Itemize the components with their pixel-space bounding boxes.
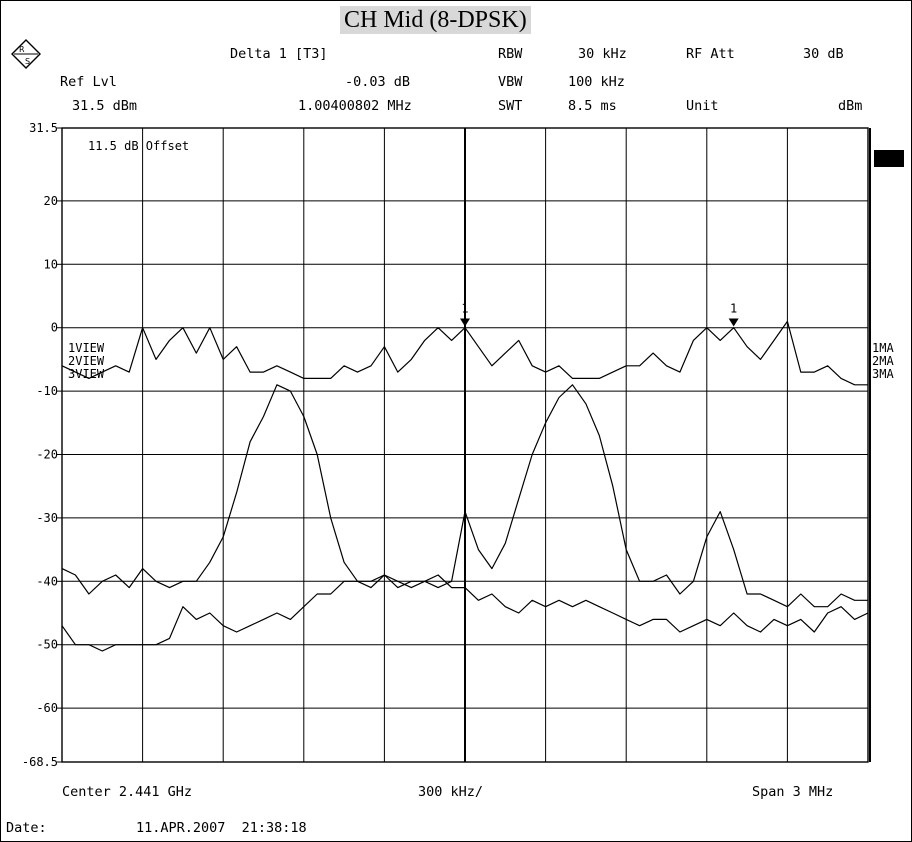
trace-label-right-3: 3MA: [872, 367, 894, 381]
marker-1-label: 1: [461, 302, 468, 316]
y-tick-label: -68.5: [22, 755, 58, 769]
span: Span 3 MHz: [752, 784, 834, 800]
trace-2: [61, 384, 868, 608]
trace-label-right-2: 2MA: [872, 354, 894, 368]
delta-marker-label: Delta 1 [T3]: [230, 46, 328, 62]
offset-label: 11.5 dB Offset: [88, 139, 189, 153]
trace-label-right-1: 1MA: [872, 341, 894, 355]
y-tick-label: -10: [36, 384, 58, 398]
y-tick-label: 10: [44, 257, 58, 271]
marker-2-label: 1: [730, 302, 737, 316]
vbw-label: VBW: [498, 74, 523, 90]
chart-title: CH Mid (8-DPSK): [340, 6, 531, 34]
rf-att-value: 30 dB: [803, 46, 844, 62]
y-tick-label: -60: [36, 701, 58, 715]
rohde-schwarz-logo: R S: [11, 39, 41, 69]
unit-label: Unit: [686, 98, 719, 114]
date-label: Date:: [6, 820, 47, 836]
center-frequency: Center 2.441 GHz: [62, 784, 193, 800]
trace-label-left-3: 3VIEW: [68, 367, 105, 381]
y-tick-label: -50: [36, 638, 58, 652]
delta-frequency: 1.00400802 MHz: [298, 98, 412, 114]
trace-label-left-1: 1VIEW: [68, 341, 105, 355]
rbw-value: 30 kHz: [578, 46, 627, 62]
swt-label: SWT: [498, 98, 523, 114]
ref-level-label: Ref Lvl: [60, 74, 117, 90]
y-tick-label: 20: [44, 194, 58, 208]
rbw-label: RBW: [498, 46, 523, 62]
rf-att-label: RF Att: [686, 46, 735, 62]
y-tick-label: 31.5: [29, 121, 58, 135]
y-tick-label: 0: [51, 321, 58, 335]
y-tick-label: -40: [36, 574, 58, 588]
vbw-value: 100 kHz: [568, 74, 625, 90]
swt-value: 8.5 ms: [568, 98, 617, 114]
reference-block: [874, 150, 904, 167]
date-value: 11.APR.2007 21:38:18: [136, 820, 307, 836]
svg-text:R: R: [19, 45, 25, 54]
marker-2-symbol: [728, 318, 739, 327]
y-tick-label: -20: [36, 448, 58, 462]
marker-1-symbol: [460, 318, 470, 327]
y-tick-label: -30: [36, 511, 58, 525]
svg-text:S: S: [25, 57, 30, 66]
trace-label-left-2: 2VIEW: [68, 354, 105, 368]
unit-value: dBm: [838, 98, 863, 114]
ref-level-value: 31.5 dBm: [72, 98, 138, 114]
delta-level: -0.03 dB: [345, 74, 411, 90]
trace-3: [61, 574, 869, 652]
trace-1: [61, 320, 868, 386]
per-division: 300 kHz/: [418, 784, 484, 800]
